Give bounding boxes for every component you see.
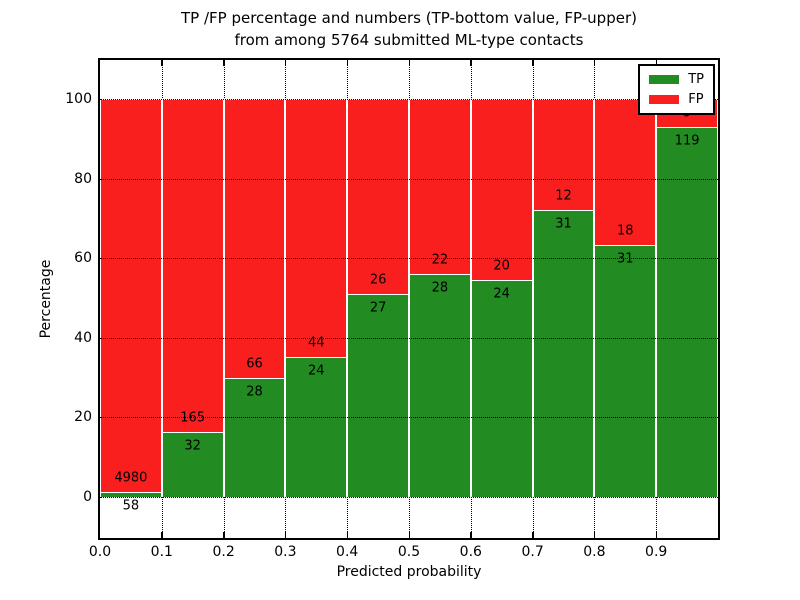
x-tick-mark-bottom [284,532,287,538]
bar-segment-tp [223,378,286,497]
bar-segment-tp [347,294,409,497]
x-tick-label: 0.4 [336,544,359,560]
y-tick-label: 40 [74,329,92,346]
bar-segment-tp [285,356,348,497]
x-axis-label: Predicted probability [336,564,482,580]
vertical-gridline-on-bars [532,99,534,497]
bar-segment-tp [161,432,224,497]
horizontal-gridline [100,178,718,180]
bar-segment-fp [161,99,224,433]
bar-segment-tp [656,126,718,497]
fp-count-label: 66 [246,356,263,372]
vertical-gridline-on-bars [285,99,287,497]
x-tick-mark-top [532,60,534,66]
vertical-gridline-on-bars [656,99,658,497]
vertical-gridline-on-bars [470,99,472,497]
y-tick-label: 80 [74,170,92,187]
x-tick-label: 0.1 [150,544,173,560]
x-tick-label: 0.6 [459,544,482,560]
tp-count-label: 24 [493,286,510,302]
fp-count-label: 20 [493,258,510,274]
x-tick-mark-top [593,60,596,66]
x-tick-mark-bottom [532,532,534,538]
bar-segment-tp [470,279,533,497]
fp-count-label: 44 [308,335,325,351]
fp-count-label: 26 [369,272,387,288]
bar-segment-fp [285,99,348,357]
bar-segment-fp [223,99,286,379]
vertical-gridline-on-bars [409,99,410,497]
bar-segment-tp [532,210,595,497]
bar-segment-tp [594,245,657,497]
x-tick-mark-top [346,60,349,66]
x-tick-mark-top [655,60,658,66]
y-tick-label: 0 [83,489,92,505]
bar-segment-tp [409,274,471,497]
x-tick-label: 0.2 [212,544,235,560]
x-tick-label: 0.0 [88,544,112,560]
y-axis-label: Percentage [38,259,54,339]
x-tick-mark-bottom [223,532,225,538]
fp-count-label: 165 [180,410,206,426]
bar-segment-fp [100,99,162,493]
x-tick-mark-bottom [346,532,349,538]
x-tick-mark-top [284,60,287,66]
legend-label: TP [688,72,704,87]
x-tick-mark-top [470,60,472,66]
fp-count-label: 12 [555,188,572,204]
tp-count-label: 28 [246,384,263,400]
vertical-gridline-on-bars [347,99,349,497]
legend-item-tp: TP [649,73,704,86]
x-tick-label: 0.7 [521,544,544,560]
x-tick-mark-top [408,60,410,66]
x-tick-mark-bottom [161,532,163,538]
legend: TP FP [638,64,715,115]
fp-count-label: 18 [617,223,634,239]
x-tick-label: 0.3 [274,544,297,560]
x-tick-mark-bottom [593,532,596,538]
x-tick-label: 0.8 [583,544,606,560]
legend-swatch-tp [649,75,680,84]
chart-title-line1: TP /FP percentage and numbers (TP-bottom… [181,9,637,27]
bar-segment-fp [470,99,533,280]
tp-count-label: 28 [431,280,449,296]
chart-title-line2: from among 5764 submitted ML-type contac… [234,31,584,49]
fp-count-label: 4980 [114,470,148,486]
tp-count-label: 58 [122,498,140,514]
legend-label: FP [688,92,704,107]
legend-swatch-fp [649,95,680,104]
horizontal-gridline [100,337,718,339]
tp-count-label: 119 [674,133,700,149]
horizontal-gridline [100,99,718,100]
vertical-gridline-on-bars [161,99,163,497]
x-tick-label: 0.9 [645,544,668,560]
horizontal-gridline [100,497,718,498]
x-tick-label: 0.5 [397,544,421,560]
plot-area: TP FP 4980 58 165 32 66 28 44 24 26 27 22 28 20 24 12 31… [65,58,720,560]
x-tick-mark-bottom [655,532,658,538]
x-tick-mark-bottom [408,532,410,538]
x-tick-mark-top [223,60,225,66]
bar-segment-fp [347,99,409,295]
tp-count-label: 31 [555,216,572,232]
bar-segment-tp [100,492,162,497]
tp-count-label: 27 [369,300,387,316]
x-tick-mark-top [161,60,163,66]
vertical-gridline-on-bars [594,99,596,497]
tp-count-label: 24 [308,363,325,379]
legend-item-fp: FP [649,93,704,106]
y-tick-label: 60 [74,250,92,267]
y-tick-label: 20 [74,409,92,426]
horizontal-gridline [100,417,718,419]
horizontal-gridline [100,258,718,260]
fp-count-label: 22 [431,252,449,268]
bar-segment-fp [409,99,471,275]
tp-count-label: 32 [184,438,201,454]
x-tick-mark-bottom [470,532,472,538]
tp-count-label: 31 [617,251,634,267]
vertical-gridline-on-bars [223,99,225,497]
y-tick-label: 100 [65,91,92,107]
